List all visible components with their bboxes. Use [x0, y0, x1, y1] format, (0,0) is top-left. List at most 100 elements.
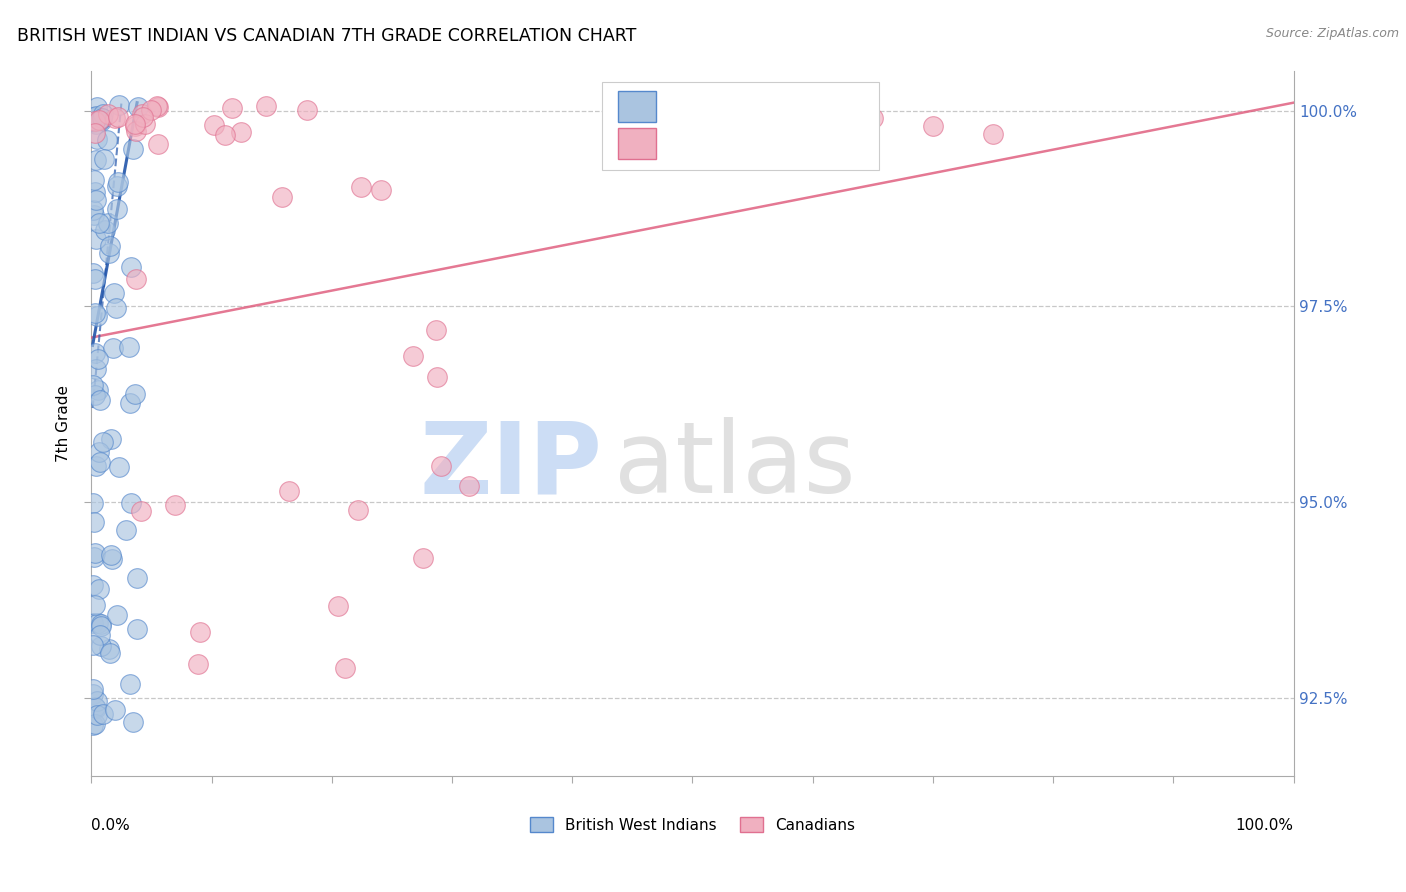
Point [127, 100, 149, 114]
FancyBboxPatch shape [602, 82, 879, 170]
Point [91, 434, 114, 449]
Point [84, 153, 107, 167]
Point [83, 208, 105, 222]
Point [129, 503, 152, 517]
Text: atlas: atlas [614, 417, 856, 515]
Text: 100.0%: 100.0% [1236, 818, 1294, 833]
Point [83, 113, 105, 128]
Point [124, 272, 146, 286]
Point [457, 479, 479, 493]
Point [120, 260, 142, 275]
Point [83, 346, 105, 360]
Point [108, 460, 131, 475]
Point [86, 109, 108, 123]
Point [87, 112, 110, 127]
Point [270, 190, 292, 204]
Point [84, 701, 107, 715]
Text: 0.0%: 0.0% [91, 818, 131, 833]
Point [100, 549, 122, 563]
Text: Source: ZipAtlas.com: Source: ZipAtlas.com [1265, 27, 1399, 40]
Point [328, 599, 350, 614]
Point [132, 110, 155, 124]
Point [120, 395, 142, 409]
Point [107, 176, 129, 190]
Point [120, 496, 142, 510]
Point [84, 126, 107, 140]
Point [107, 110, 129, 124]
Point [100, 239, 122, 253]
Text: BRITISH WEST INDIAN VS CANADIAN 7TH GRADE CORRELATION CHART: BRITISH WEST INDIAN VS CANADIAN 7TH GRAD… [17, 27, 637, 45]
Point [82, 687, 104, 701]
Point [214, 128, 236, 142]
Point [429, 459, 451, 474]
Point [295, 103, 318, 118]
Point [146, 137, 169, 152]
Point [402, 349, 425, 363]
Point [117, 340, 139, 354]
Point [82, 638, 104, 652]
Point [83, 515, 105, 529]
Point [82, 111, 104, 125]
Point [127, 571, 149, 585]
Point [86, 117, 108, 131]
Point [141, 103, 163, 118]
Point [91, 107, 114, 121]
Point [86, 694, 108, 708]
Point [97, 216, 120, 230]
Point [82, 377, 104, 392]
Point [83, 173, 105, 187]
Point [84, 110, 107, 124]
Point [204, 118, 226, 132]
Point [97, 245, 120, 260]
Point [125, 124, 148, 138]
Point [981, 127, 1004, 141]
Point [83, 550, 105, 565]
Point [134, 117, 156, 131]
Point [118, 677, 141, 691]
Point [93, 152, 115, 166]
Point [82, 717, 104, 731]
Point [93, 223, 115, 237]
Point [86, 309, 108, 323]
Point [101, 552, 124, 566]
Point [122, 715, 145, 730]
Point [98, 647, 121, 661]
Point [82, 578, 104, 592]
Point [221, 101, 243, 115]
Point [82, 495, 104, 509]
Text: R = 0.388   N = 92: R = 0.388 N = 92 [666, 96, 831, 114]
Point [82, 682, 104, 697]
Point [83, 599, 105, 613]
Point [84, 717, 107, 731]
Point [124, 117, 146, 131]
Point [105, 301, 128, 315]
Point [82, 203, 104, 218]
Point [87, 445, 110, 459]
Point [82, 615, 104, 630]
Point [124, 387, 146, 401]
Point [105, 179, 128, 194]
Point [84, 232, 107, 246]
Point [101, 342, 124, 356]
Point [89, 582, 111, 596]
FancyBboxPatch shape [617, 91, 657, 122]
FancyBboxPatch shape [617, 128, 657, 160]
Point [82, 266, 104, 280]
Point [165, 498, 187, 512]
Legend: British West Indians, Canadians: British West Indians, Canadians [524, 811, 860, 838]
Point [87, 216, 110, 230]
Point [89, 454, 111, 468]
Point [89, 112, 111, 127]
Point [84, 193, 107, 207]
Point [412, 550, 434, 565]
Point [89, 393, 111, 408]
Point [426, 369, 449, 384]
Point [108, 97, 131, 112]
Point [91, 111, 114, 125]
Point [862, 112, 884, 126]
Point [922, 119, 945, 133]
Point [114, 524, 136, 538]
Point [87, 383, 110, 397]
Text: R = 0.367   N = 54: R = 0.367 N = 54 [666, 134, 831, 152]
Point [370, 183, 392, 197]
